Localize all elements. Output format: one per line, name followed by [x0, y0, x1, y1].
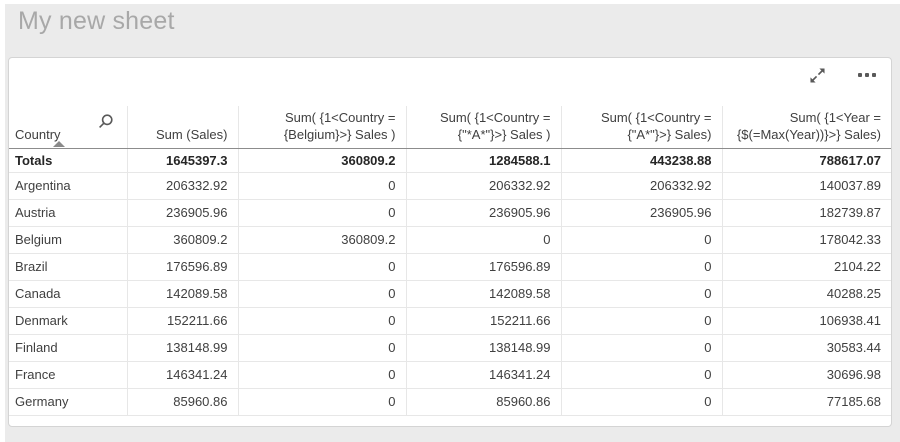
value-cell: 206332.92 [406, 172, 562, 200]
country-cell[interactable]: Finland [9, 334, 128, 362]
column-header-label: Sum( {1<Country = {"A*"}>} Sales) [600, 109, 712, 142]
value-cell: 206332.92 [127, 172, 239, 200]
object-toolbar [9, 58, 891, 106]
table-row: Germany 85960.86 0 85960.86 0 77185.68 [9, 388, 891, 416]
table-visualization-object: Country Sum (Sales) Sum( {1<Country = {Bel… [8, 57, 892, 427]
table-row: Denmark 152211.66 0 152211.66 0 106938.41 [9, 307, 891, 335]
value-cell: 182739.87 [722, 199, 891, 227]
value-cell: 176596.89 [406, 253, 562, 281]
totals-label: Totals [9, 148, 128, 173]
value-cell: 152211.66 [406, 307, 562, 335]
value-cell: 0 [561, 253, 723, 281]
column-header-label: Country [15, 126, 61, 142]
value-cell: 0 [238, 253, 407, 281]
value-cell: 152211.66 [127, 307, 239, 335]
value-cell: 0 [238, 199, 407, 227]
value-cell: 178042.33 [722, 226, 891, 254]
column-header-sum-star-a-star[interactable]: Sum( {1<Country = {"*A*"}>} Sales ) [406, 106, 562, 149]
straight-table: Country Sum (Sales) Sum( {1<Country = {Bel… [9, 106, 891, 416]
value-cell: 0 [238, 172, 407, 200]
value-cell: 0 [561, 226, 723, 254]
value-cell: 40288.25 [722, 280, 891, 308]
value-cell: 77185.68 [722, 388, 891, 416]
country-cell[interactable]: France [9, 361, 128, 389]
search-icon[interactable] [98, 113, 114, 129]
country-cell[interactable]: Denmark [9, 307, 128, 335]
table-row: Austria 236905.96 0 236905.96 236905.96 18273… [9, 199, 891, 227]
country-cell[interactable]: Austria [9, 199, 128, 227]
column-header-sum-max-year[interactable]: Sum( {1<Year = {$(=Max(Year))}>} Sales) [722, 106, 891, 149]
value-cell: 206332.92 [561, 172, 723, 200]
column-header-sum-sales[interactable]: Sum (Sales) [127, 106, 239, 149]
column-header-sum-a-star[interactable]: Sum( {1<Country = {"A*"}>} Sales) [561, 106, 723, 149]
table-row: Belgium 360809.2 360809.2 0 0 178042.33 [9, 226, 891, 254]
value-cell: 30696.98 [722, 361, 891, 389]
country-cell[interactable]: Germany [9, 388, 128, 416]
value-cell: 0 [561, 280, 723, 308]
value-cell: 236905.96 [127, 199, 239, 227]
fullscreen-button[interactable] [805, 63, 829, 87]
value-cell: 0 [561, 388, 723, 416]
table-row: Argentina 206332.92 0 206332.92 206332.92 140… [9, 172, 891, 200]
more-options-button[interactable] [855, 63, 879, 87]
column-header-sum-belgium[interactable]: Sum( {1<Country = {Belgium}>} Sales ) [238, 106, 407, 149]
value-cell: 0 [238, 361, 407, 389]
table-row: France 146341.24 0 146341.24 0 30696.98 [9, 361, 891, 389]
country-cell[interactable]: Belgium [9, 226, 128, 254]
column-header-country[interactable]: Country [9, 106, 128, 149]
value-cell: 106938.41 [722, 307, 891, 335]
value-cell: 138148.99 [406, 334, 562, 362]
value-cell: 140037.89 [722, 172, 891, 200]
value-cell: 146341.24 [127, 361, 239, 389]
totals-value: 1645397.3 [127, 148, 239, 173]
column-header-label: Sum( {1<Year = {$(=Max(Year))}>} Sales) [736, 109, 881, 142]
value-cell: 0 [238, 280, 407, 308]
value-cell: 0 [238, 334, 407, 362]
sort-ascending-icon [53, 140, 65, 147]
value-cell: 2104.22 [722, 253, 891, 281]
value-cell: 360809.2 [238, 226, 407, 254]
value-cell: 360809.2 [127, 226, 239, 254]
header-row: Country Sum (Sales) Sum( {1<Country = {Bel… [9, 106, 891, 149]
country-cell[interactable]: Canada [9, 280, 128, 308]
totals-value: 360809.2 [238, 148, 407, 173]
value-cell: 142089.58 [406, 280, 562, 308]
value-cell: 30583.44 [722, 334, 891, 362]
column-header-label: Sum (Sales) [155, 126, 228, 142]
value-cell: 142089.58 [127, 280, 239, 308]
value-cell: 0 [406, 226, 562, 254]
fullscreen-expand-icon [809, 67, 825, 83]
column-header-label: Sum( {1<Country = {"*A*"}>} Sales ) [439, 109, 551, 142]
table-row: Brazil 176596.89 0 176596.89 0 2104.22 [9, 253, 891, 281]
sheet-title: My new sheet [18, 7, 175, 35]
value-cell: 0 [238, 307, 407, 335]
totals-value: 443238.88 [561, 148, 723, 173]
country-cell[interactable]: Argentina [9, 172, 128, 200]
value-cell: 0 [561, 361, 723, 389]
table-row: Finland 138148.99 0 138148.99 0 30583.44 [9, 334, 891, 362]
value-cell: 138148.99 [127, 334, 239, 362]
value-cell: 85960.86 [127, 388, 239, 416]
value-cell: 0 [238, 388, 407, 416]
table-row: Canada 142089.58 0 142089.58 0 40288.25 [9, 280, 891, 308]
ellipsis-icon [858, 73, 876, 77]
totals-value: 1284588.1 [406, 148, 562, 173]
value-cell: 0 [561, 334, 723, 362]
value-cell: 236905.96 [406, 199, 562, 227]
column-header-label: Sum( {1<Country = {Belgium}>} Sales ) [283, 109, 396, 142]
value-cell: 146341.24 [406, 361, 562, 389]
value-cell: 236905.96 [561, 199, 723, 227]
country-cell[interactable]: Brazil [9, 253, 128, 281]
value-cell: 0 [561, 307, 723, 335]
totals-row: Totals 1645397.3 360809.2 1284588.1 443238.8… [9, 148, 891, 173]
value-cell: 85960.86 [406, 388, 562, 416]
totals-value: 788617.07 [722, 148, 891, 173]
value-cell: 176596.89 [127, 253, 239, 281]
